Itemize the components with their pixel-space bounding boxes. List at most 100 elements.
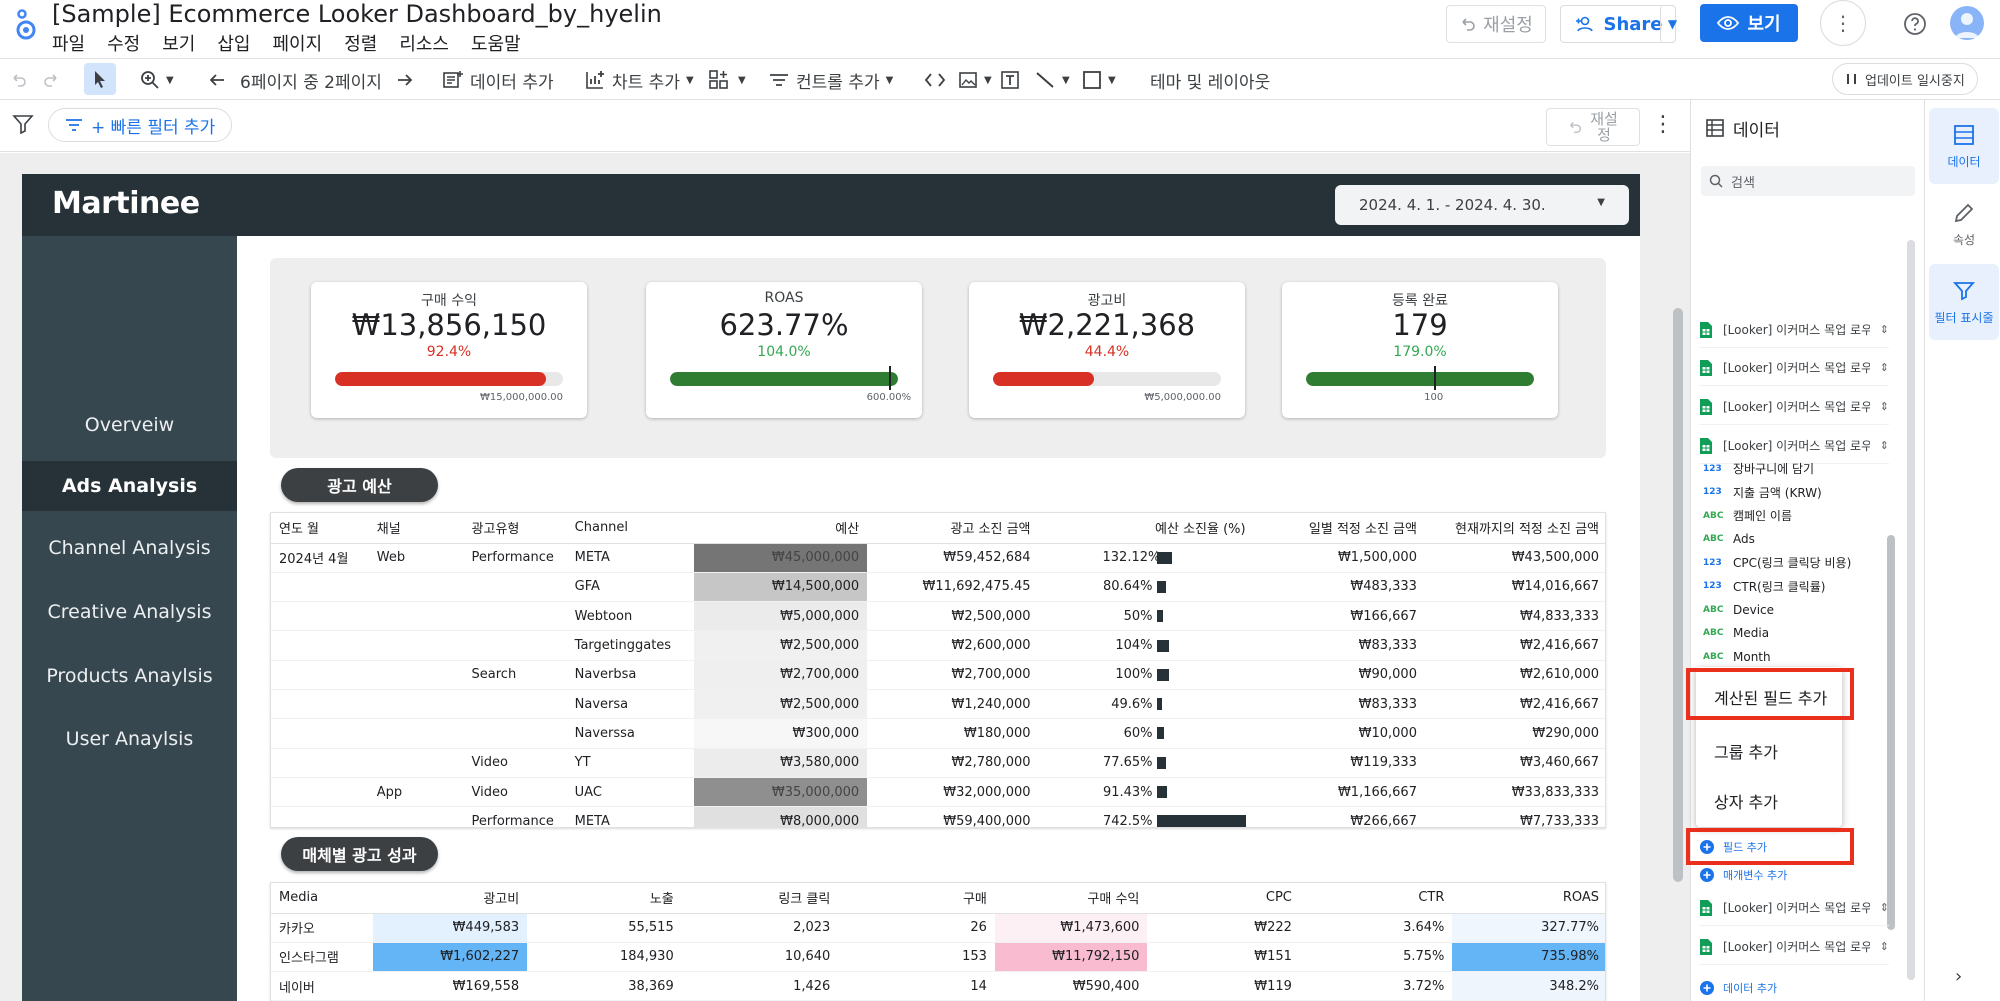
field-item[interactable]: 123 CPC(링크 클릭당 비용) xyxy=(1703,551,1851,574)
field-item[interactable]: ABC 캠페인 이름 xyxy=(1703,504,1792,527)
table-row[interactable]: Naversa ₩2,500,000 ₩1,240,000 49.6% ₩83,333 ₩… xyxy=(271,689,1605,720)
field-item[interactable]: 123 장바구니에 담기 xyxy=(1703,457,1814,480)
image-icon[interactable]: ▼ xyxy=(958,66,992,94)
column-header[interactable]: 광고 소진 금액 xyxy=(867,513,1039,544)
column-header[interactable]: 채널 xyxy=(368,513,464,544)
expand-icon[interactable]: ⇕ xyxy=(1879,400,1889,413)
looker-studio-logo-icon[interactable] xyxy=(14,8,38,44)
table-row[interactable]: Video YT ₩3,580,000 ₩2,780,000 77.65% ₩119,33… xyxy=(271,748,1605,778)
expand-icon[interactable]: ⇕ xyxy=(1879,323,1889,336)
data-source-item[interactable]: [Looker] 이커머스 목업 로우 데... ⇕ xyxy=(1699,929,1889,965)
data-source-item[interactable]: [Looker] 이커머스 목업 로우 데... ⇕ xyxy=(1699,890,1889,926)
column-header[interactable]: 구매 수익 xyxy=(994,883,1148,914)
nav-creative-analysis[interactable]: Creative Analysis xyxy=(47,601,212,623)
next-page-arrow-icon[interactable] xyxy=(396,66,414,94)
kpi-scorecard[interactable]: ROAS 623.77% 104.0% 600.00% xyxy=(646,282,922,418)
collapse-chevron-icon[interactable]: › xyxy=(1955,966,1963,987)
data-source-item[interactable]: [Looker] 이커머스 목업 로우 데... ⇕ xyxy=(1699,389,1889,425)
column-header[interactable]: 광고유형 xyxy=(463,513,567,544)
add-field-link[interactable]: 필드 추가 xyxy=(1699,839,1767,855)
rail-filter-bar-tab[interactable]: 필터 표시줄 xyxy=(1929,264,1999,340)
column-header[interactable]: CTR xyxy=(1299,883,1453,914)
reset-filters-button[interactable]: 재설정 xyxy=(1546,108,1640,146)
menu-arrange[interactable]: 정렬 xyxy=(344,34,378,55)
help-icon[interactable] xyxy=(1900,9,1930,39)
menu-help[interactable]: 도움말 xyxy=(471,34,521,55)
line-icon[interactable]: ▼ xyxy=(1034,66,1070,94)
column-header[interactable]: 구매 xyxy=(838,883,995,914)
kpi-scorecard[interactable]: 광고비 ₩2,221,368 44.4% ₩5,000,000.00 xyxy=(969,282,1245,418)
field-item[interactable]: 123 지출 금액 (KRW) xyxy=(1703,481,1822,504)
menu-page[interactable]: 페이지 xyxy=(272,34,323,55)
add-parameter-link[interactable]: 매개변수 추가 xyxy=(1699,867,1787,883)
add-data-link[interactable]: 데이터 추가 xyxy=(1699,980,1777,996)
media-table-container[interactable]: Media 광고비 노출 링크 클릭 구매 구매 수익 CPC CTR ROAS 카카오 ₩449… xyxy=(270,882,1606,1001)
field-item[interactable]: ABC Ads xyxy=(1703,528,1755,551)
table-row[interactable]: 인스타그램 ₩1,602,227 184,930 10,640 153 ₩11,792,1… xyxy=(271,942,1605,973)
menu-edit[interactable]: 수정 xyxy=(107,34,141,55)
add-control-button[interactable]: 컨트롤 추가 ▼ xyxy=(768,66,893,94)
prev-page-arrow-icon[interactable] xyxy=(208,66,226,94)
data-source-item[interactable]: [Looker] 이커머스 목업 로우 데... ⇕ xyxy=(1699,350,1889,386)
collapse-icon[interactable]: ⇕ xyxy=(1879,439,1889,452)
menu-insert[interactable]: 삽입 xyxy=(217,34,251,55)
table-row[interactable]: Search Naverbsa ₩2,700,000 ₩2,700,000 100% ₩9… xyxy=(271,660,1605,690)
budget-table-container[interactable]: 연도 월 채널 광고유형 Channel 예산 광고 소진 금액 예산 소진율 (%) 일별 … xyxy=(270,512,1606,828)
menu-file[interactable]: 파일 xyxy=(52,34,86,55)
menu-add-bin[interactable]: 상자 추가 xyxy=(1714,793,1778,812)
table-row[interactable]: Performance META ₩8,000,000 ₩59,400,000 742.… xyxy=(271,806,1605,827)
nav-overview[interactable]: Overveiw xyxy=(84,414,175,436)
table-row[interactable]: Targetinggates ₩2,500,000 ₩2,600,000 104% ₩8… xyxy=(271,630,1605,661)
table-row[interactable]: Naverssa ₩300,000 ₩180,000 60% ₩10,000 ₩290,0… xyxy=(271,718,1605,749)
reset-button[interactable]: 재설정 xyxy=(1446,5,1546,43)
more-options-icon[interactable]: ⋮ xyxy=(1820,0,1866,46)
menu-add-calculated-field[interactable]: 계산된 필드 추가 xyxy=(1714,689,1828,708)
column-header[interactable]: 일별 적정 소진 금액 xyxy=(1253,513,1425,544)
kpi-scorecard[interactable]: 구매 수익 ₩13,856,150 92.4% ₩15,000,000.00 xyxy=(311,282,587,418)
data-source-item[interactable]: [Looker] 이커머스 목업 로우 데... ⇕ xyxy=(1699,428,1889,464)
add-chart-button[interactable]: 차트 추가 ▼ xyxy=(584,66,694,94)
select-cursor-icon[interactable] xyxy=(84,63,116,95)
nav-ads-analysis[interactable]: Ads Analysis xyxy=(22,461,237,511)
field-item[interactable]: 123 CTR(링크 클릭률) xyxy=(1703,575,1825,598)
pause-updates-button[interactable]: 업데이트 일시중지 xyxy=(1832,63,1978,95)
document-title[interactable]: [Sample] Ecommerce Looker Dashboard_by_h… xyxy=(52,0,662,28)
field-item[interactable]: ABC Device xyxy=(1703,598,1774,621)
expand-icon[interactable]: ⇕ xyxy=(1879,940,1889,953)
share-dropdown-chevron-icon[interactable]: ▼ xyxy=(1660,5,1684,43)
shape-icon[interactable]: ▼ xyxy=(1082,66,1116,94)
rail-properties-tab[interactable]: 속성 xyxy=(1929,186,1999,262)
column-header[interactable]: CPC xyxy=(1147,883,1300,914)
text-box-icon[interactable] xyxy=(1000,66,1020,94)
community-viz-icon[interactable]: ▼ xyxy=(708,66,746,94)
embed-code-icon[interactable] xyxy=(924,66,946,94)
table-row[interactable]: 카카오 ₩449,583 55,515 2,023 26 ₩1,473,600 ₩222 3.… xyxy=(271,913,1605,943)
column-header[interactable]: ROAS xyxy=(1452,883,1605,914)
kpi-scorecard[interactable]: 등록 완료 179 179.0% 100 xyxy=(1282,282,1558,418)
table-row[interactable]: GFA ₩14,500,000 ₩11,692,475.45 80.64% ₩483,3… xyxy=(271,572,1605,603)
expand-icon[interactable]: ⇕ xyxy=(1879,901,1889,914)
share-button[interactable]: Share xyxy=(1560,5,1676,43)
nav-channel-analysis[interactable]: Channel Analysis xyxy=(48,537,211,559)
column-header[interactable]: Channel xyxy=(566,513,694,544)
zoom-icon[interactable]: ▼ xyxy=(140,66,174,94)
add-data-button[interactable]: 데이터 추가 xyxy=(442,66,554,94)
table-row[interactable]: App Video UAC ₩35,000,000 ₩32,000,000 91.43% ₩… xyxy=(271,777,1605,808)
redo-icon[interactable] xyxy=(42,66,60,94)
page-indicator[interactable]: 6페이지 중 2페이지 xyxy=(240,72,382,93)
data-source-item[interactable]: [Looker] 이커머스 목업 로우 데... ⇕ xyxy=(1699,312,1889,348)
undo-icon[interactable] xyxy=(10,66,28,94)
more-options-icon[interactable]: ⋮ xyxy=(1652,112,1674,137)
nav-user-analysis[interactable]: User Anaylsis xyxy=(65,728,194,750)
table-row[interactable]: 네이버 ₩169,558 38,369 1,426 14 ₩590,400 ₩119 3.72… xyxy=(271,971,1605,1001)
user-avatar[interactable] xyxy=(1950,6,1984,40)
nav-products-analysis[interactable]: Products Anaylsis xyxy=(46,665,213,687)
column-header[interactable]: 노출 xyxy=(527,883,682,914)
view-button[interactable]: 보기 xyxy=(1700,4,1798,42)
column-header[interactable]: 예산 소진율 (%) xyxy=(1038,513,1254,544)
field-item[interactable]: ABC Media xyxy=(1703,622,1769,645)
column-header[interactable]: 예산 xyxy=(693,513,868,544)
filter-icon[interactable] xyxy=(12,114,34,138)
fields-scrollbar[interactable] xyxy=(1887,535,1895,930)
field-item[interactable]: ABC Month xyxy=(1703,645,1771,668)
